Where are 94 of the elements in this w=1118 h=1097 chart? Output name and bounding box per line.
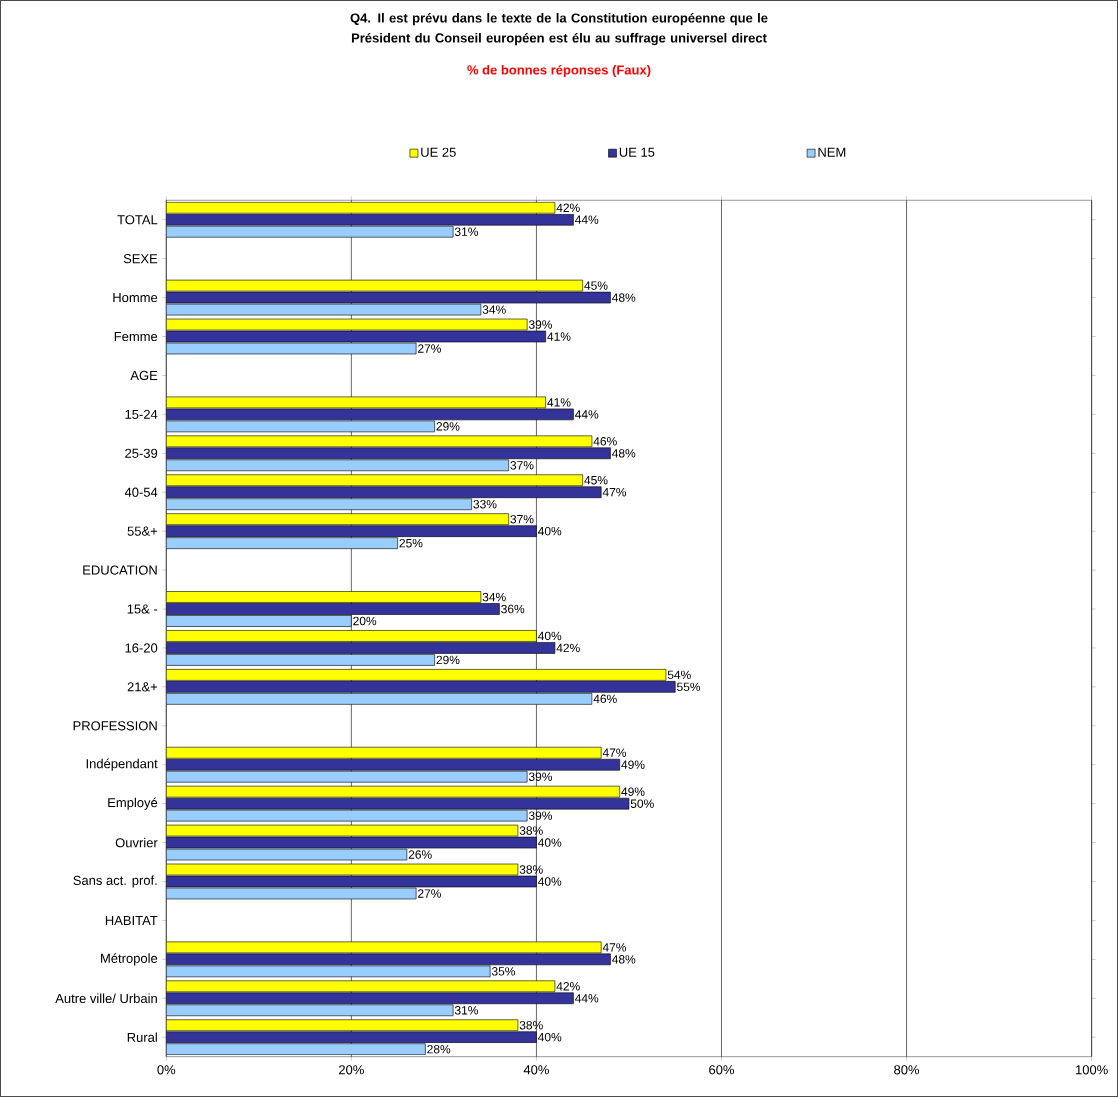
data-label: 42% <box>556 203 580 212</box>
data-label: 31% <box>454 1006 479 1015</box>
x-tick-label: 100% <box>1076 1065 1108 1075</box>
x-tick-label: 60% <box>709 1065 735 1075</box>
y-tick-label: Sans act. prof. <box>73 875 157 888</box>
data-label: 38% <box>519 1020 543 1030</box>
bar <box>166 591 482 603</box>
data-label: 42% <box>556 643 580 653</box>
bar <box>166 474 583 487</box>
data-label: 54% <box>667 670 691 680</box>
data-label: 39% <box>528 811 553 820</box>
data-label: 26% <box>408 850 432 859</box>
y-tick-label: 21&+ <box>127 682 158 692</box>
bar <box>166 669 667 681</box>
y-tick-label: AGE <box>130 370 158 381</box>
y-tick-label: 55&+ <box>127 526 158 536</box>
data-label: 40% <box>538 838 562 847</box>
y-tick-label: 16-20 <box>125 643 158 653</box>
data-label: 34% <box>482 592 506 602</box>
data-label: 40% <box>538 877 562 886</box>
data-label: 44% <box>575 215 599 224</box>
data-label: 48% <box>612 955 636 964</box>
data-label: 41% <box>547 332 571 341</box>
data-label: 27% <box>418 889 441 898</box>
data-label: 45% <box>584 281 608 290</box>
data-label: 40% <box>538 1032 562 1042</box>
bar <box>166 746 602 759</box>
data-label: 39% <box>528 320 553 329</box>
data-label: 45% <box>584 476 608 485</box>
y-tick-label: 15-24 <box>125 409 158 419</box>
data-label: 44% <box>575 994 599 1003</box>
data-label: 50% <box>630 799 654 808</box>
data-label: 48% <box>612 293 636 302</box>
chart-title: Q4. Il est prévu dans le texte de la Constitution européenne que le Président du Conseil européen est élu au suffrage universel direct <box>350 12 768 46</box>
bar <box>166 630 537 642</box>
data-label: 55% <box>677 682 701 692</box>
bar <box>166 1019 519 1032</box>
legend-label: NEM <box>818 147 846 157</box>
data-label: 37% <box>510 461 534 470</box>
y-tick-label: SEXE <box>123 254 158 264</box>
data-label: 29% <box>436 422 460 431</box>
data-label: 38% <box>519 826 543 835</box>
y-tick-label: Autre ville/ Urbain <box>55 993 157 1004</box>
data-label: 49% <box>621 787 645 796</box>
data-label: 35% <box>491 967 516 976</box>
y-tick-label: Ouvrier <box>115 837 158 848</box>
data-label: 27% <box>418 344 441 353</box>
data-label: 28% <box>427 1044 451 1054</box>
y-tick-label: Femme <box>114 331 158 342</box>
data-label: 36% <box>501 604 525 614</box>
y-tick-label: 15& - <box>127 604 158 614</box>
data-label: 38% <box>519 865 543 874</box>
data-label: 34% <box>482 305 506 314</box>
x-tick-label: 0% <box>157 1065 176 1075</box>
data-label: 48% <box>612 449 636 458</box>
y-tick-label: Homme <box>113 293 158 303</box>
data-label: 41% <box>547 398 571 407</box>
data-label: 47% <box>602 748 627 757</box>
bar <box>166 201 556 214</box>
data-label: 46% <box>593 437 617 446</box>
legend-label: UE 25 <box>421 147 456 157</box>
data-label: 40% <box>538 526 562 536</box>
data-label: 46% <box>593 694 617 704</box>
legend-label: UE 15 <box>619 147 655 157</box>
x-tick-label: 40% <box>523 1065 549 1075</box>
data-label: 37% <box>510 514 534 524</box>
bar <box>166 980 556 993</box>
y-tick-label: Rural <box>127 1032 157 1042</box>
data-label: 42% <box>556 982 580 991</box>
chart-subtitle: % de bonnes réponses (Faux) <box>467 64 651 78</box>
y-tick-label: PROFESSION <box>73 721 157 731</box>
x-tick-label: 80% <box>894 1065 920 1075</box>
data-label: 20% <box>353 616 377 626</box>
y-tick-label: Employé <box>108 797 158 810</box>
data-label: 29% <box>436 655 460 665</box>
y-tick-label: TOTAL <box>117 215 158 225</box>
bar <box>166 435 593 448</box>
y-tick-label: Métropole <box>101 953 158 966</box>
data-label: 47% <box>602 488 627 497</box>
y-tick-label: 40-54 <box>124 487 158 497</box>
bar <box>166 513 509 525</box>
data-label: 39% <box>528 772 553 781</box>
data-label: 31% <box>454 227 479 236</box>
y-tick-label: EDUCATION <box>83 565 157 575</box>
data-label: 33% <box>473 499 497 509</box>
y-tick-label: HABITAT <box>105 915 158 925</box>
data-label: 47% <box>602 943 627 952</box>
data-label: 44% <box>575 410 599 419</box>
x-tick-label: 20% <box>339 1065 364 1075</box>
data-label: 49% <box>621 760 645 769</box>
y-tick-label: 25-39 <box>125 448 158 458</box>
data-label: 25% <box>399 538 423 548</box>
y-tick-label: Indépendant <box>86 758 158 771</box>
data-label: 40% <box>538 631 562 641</box>
